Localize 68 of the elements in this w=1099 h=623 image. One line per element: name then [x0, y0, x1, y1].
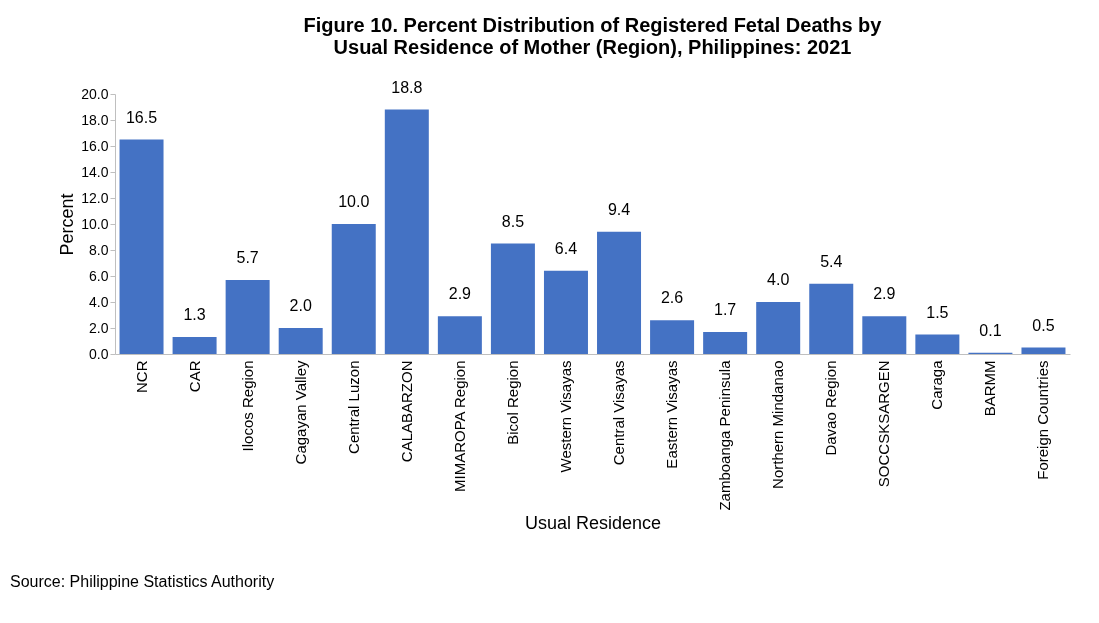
y-axis-title: Percent: [57, 193, 78, 256]
y-tick-label: 6.0: [89, 267, 109, 284]
x-tick-label: Central Luzon: [344, 360, 362, 454]
bar: [490, 243, 535, 354]
data-label: 16.5: [125, 108, 158, 126]
x-tick-label: Ilocos Region: [238, 360, 256, 452]
bar: [650, 320, 695, 354]
bar: [756, 302, 801, 354]
x-tick-label: Bicol Region: [503, 360, 521, 445]
bar: [225, 279, 270, 354]
bar: [384, 109, 429, 354]
data-label: 10.0: [338, 193, 370, 210]
bar: [915, 334, 960, 354]
bar: [278, 328, 323, 354]
data-label: 1.7: [714, 300, 737, 318]
data-label: 1.5: [926, 303, 949, 321]
data-label: 1.3: [183, 306, 206, 324]
bar: [437, 316, 482, 354]
bar: [862, 316, 907, 354]
y-tick-label: 4.0: [89, 293, 109, 310]
y-tick-label: 0.0: [89, 345, 109, 362]
data-label: 2.9: [873, 285, 896, 303]
y-tick-label: 10.0: [81, 215, 109, 232]
x-tick-label: Zamboanga Peninsula: [716, 359, 734, 511]
bar: [809, 283, 854, 354]
x-tick-label: CAR: [185, 360, 203, 393]
data-label: 18.8: [391, 78, 423, 96]
y-tick-label: 2.0: [89, 319, 109, 336]
data-label: 8.5: [501, 212, 525, 230]
x-tick-label: Cagayan Valley: [291, 360, 309, 465]
data-label: 5.4: [820, 252, 843, 270]
bar: [703, 331, 748, 354]
y-tick-label: 12.0: [81, 189, 109, 206]
bar: [172, 337, 217, 354]
source-note: Source: Philippine Statistics Authority: [10, 573, 275, 590]
x-tick-label: Western Visayas: [556, 360, 574, 473]
y-tick-label: 8.0: [89, 241, 109, 258]
x-tick-label: Davao Region: [822, 360, 840, 456]
data-label: 0.1: [979, 321, 1002, 339]
y-tick-label: 20.0: [81, 85, 109, 102]
data-label: 2.6: [660, 289, 684, 307]
x-tick-label: Northern Mindanao: [769, 360, 787, 489]
data-label: 2.0: [289, 297, 312, 314]
x-tick-label: MIMAROPA Region: [450, 360, 468, 492]
bar: [543, 270, 588, 354]
y-tick-label: 16.0: [81, 137, 109, 154]
x-axis-title: Usual Residence: [524, 512, 662, 533]
bar: [331, 224, 376, 354]
bar: [597, 231, 642, 354]
x-tick-label: SOCCSKSARGEN: [875, 360, 893, 488]
x-tick-label: CALABARZON: [397, 360, 415, 463]
data-label: 6.4: [554, 239, 578, 257]
x-tick-label: NCR: [132, 360, 150, 393]
x-tick-label: Central Visayas: [610, 360, 628, 466]
x-tick-label: BARMM: [981, 360, 999, 417]
y-tick-label: 14.0: [81, 163, 109, 180]
data-label: 5.7: [236, 248, 259, 266]
x-tick-label: Caraga: [928, 359, 946, 410]
data-label: 0.5: [1032, 316, 1055, 334]
data-label: 9.4: [607, 200, 631, 218]
bar: [1021, 347, 1066, 354]
x-tick-label: Eastern Visayas: [663, 360, 681, 469]
bar: [119, 139, 164, 354]
data-label: 4.0: [767, 271, 790, 288]
chart-title: Figure 10. Percent Distribution of Registered Fetal Deaths by Usual Residence of Mother (Region), Philippines: 2021: [303, 13, 883, 58]
data-label: 2.9: [448, 285, 472, 303]
y-tick-label: 18.0: [81, 111, 109, 128]
x-tick-label: Foreign Countries: [1034, 360, 1052, 480]
